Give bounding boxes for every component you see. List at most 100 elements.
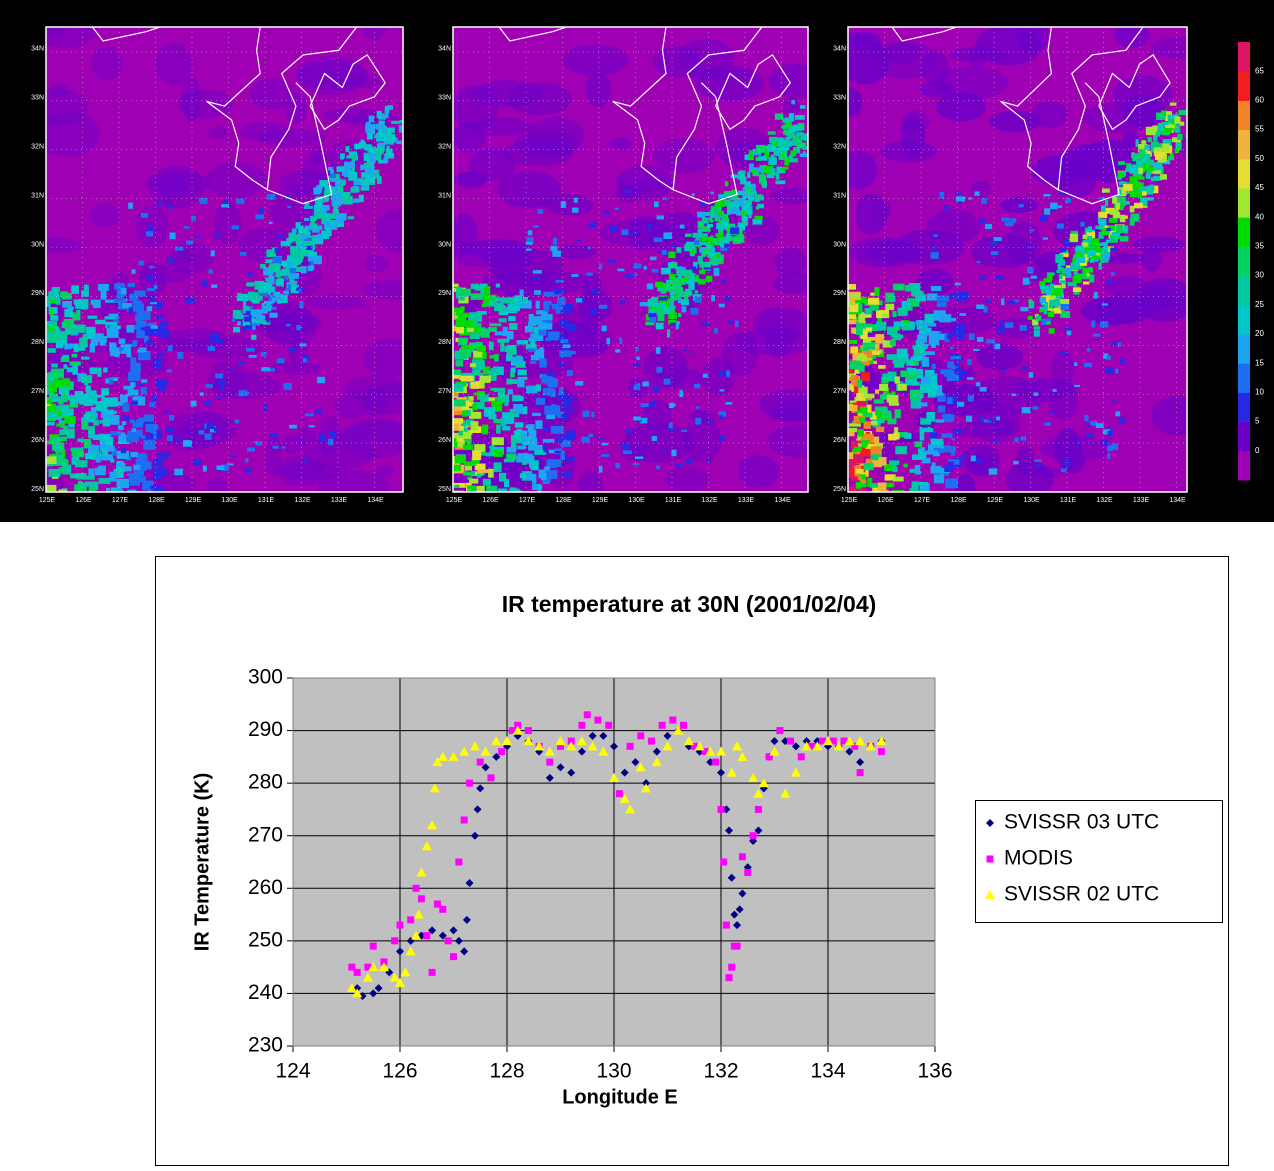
- map-cloud: [576, 239, 581, 241]
- map-cloud: [1109, 218, 1118, 223]
- map-cloud: [469, 396, 474, 401]
- map-cloud: [493, 419, 501, 423]
- map-cloud: [848, 428, 857, 432]
- map-cloud: [245, 458, 248, 462]
- map-cloud: [122, 403, 129, 412]
- map-cloud: [138, 261, 144, 266]
- map-cloud: [955, 335, 964, 339]
- map-cloud: [214, 427, 217, 432]
- map-cloud: [47, 456, 57, 464]
- map-cloud: [502, 426, 510, 431]
- map-cloud: [99, 478, 111, 484]
- map-cloud: [1111, 443, 1118, 449]
- map-cloud: [247, 272, 253, 276]
- map-cloud: [251, 298, 258, 302]
- map-cloud: [244, 316, 252, 321]
- map-cloud: [536, 398, 545, 405]
- map-cloud: [506, 453, 516, 459]
- map-cloud: [672, 403, 675, 406]
- map-cloud: [755, 196, 760, 202]
- map-cloud: [1023, 278, 1030, 285]
- map-cloud: [1120, 215, 1126, 222]
- map-cloud: [114, 298, 126, 302]
- map-cloud: [977, 337, 983, 342]
- lon-label: 134E: [367, 497, 384, 504]
- map-cloud: [722, 280, 726, 284]
- map-cloud: [158, 202, 163, 205]
- map-cloud: [259, 208, 264, 214]
- map-cloud: [167, 203, 171, 209]
- map-patch: [874, 200, 891, 222]
- map-cloud: [654, 201, 659, 207]
- map-cloud: [493, 462, 501, 472]
- map-cloud: [496, 425, 501, 434]
- map-cloud: [849, 452, 854, 459]
- map-cloud: [50, 315, 58, 321]
- map-cloud: [463, 472, 475, 476]
- map-cloud: [539, 358, 546, 367]
- y-axis-label: IR Temperature (K): [191, 773, 213, 952]
- map-cloud: [979, 416, 983, 422]
- point: [418, 895, 425, 902]
- map-cloud: [159, 321, 168, 326]
- map-cloud: [89, 445, 95, 451]
- map-cloud: [205, 384, 212, 388]
- map-cloud: [1134, 191, 1142, 197]
- map-cloud: [315, 409, 323, 414]
- map-cloud: [879, 384, 888, 391]
- map-cloud: [678, 267, 685, 270]
- map-cloud: [477, 474, 481, 478]
- map-cloud: [754, 216, 762, 220]
- map-cloud: [517, 453, 528, 461]
- y-tick-label: 280: [248, 771, 283, 794]
- map-cloud: [530, 361, 536, 364]
- map-cloud: [909, 322, 914, 329]
- map-cloud: [682, 306, 687, 312]
- map-cloud: [458, 431, 463, 436]
- map-cloud: [1118, 417, 1124, 424]
- map-cloud: [667, 329, 670, 337]
- map-patch: [298, 62, 369, 90]
- map-cloud: [864, 421, 871, 429]
- map-cloud: [243, 301, 246, 307]
- map-cloud: [378, 143, 386, 147]
- map-cloud: [1070, 263, 1079, 271]
- map-cloud: [246, 282, 254, 286]
- map-field: [428, 27, 834, 503]
- map-cloud: [538, 330, 546, 336]
- map-cloud: [590, 308, 596, 314]
- map-cloud: [1031, 276, 1037, 279]
- map-cloud: [658, 312, 665, 321]
- map-patch: [280, 436, 306, 454]
- lat-label: 25N: [833, 486, 846, 493]
- map-cloud: [952, 366, 956, 370]
- colorbar-segment: [1238, 305, 1250, 335]
- map-cloud: [654, 238, 663, 243]
- map-cloud: [554, 379, 558, 388]
- point: [680, 722, 687, 729]
- map-cloud: [563, 305, 573, 309]
- map-cloud: [708, 237, 713, 246]
- map-cloud: [951, 438, 955, 440]
- map-cloud: [1011, 394, 1016, 396]
- lon-label: 127E: [112, 497, 129, 504]
- point: [776, 727, 783, 734]
- map-cloud: [588, 247, 591, 249]
- map-cloud: [231, 455, 236, 458]
- map-cloud: [1160, 174, 1167, 180]
- map-cloud: [950, 346, 953, 349]
- map-cloud: [898, 384, 907, 391]
- map-cloud: [1034, 392, 1038, 396]
- map-cloud: [174, 469, 183, 476]
- map-cloud: [504, 416, 514, 423]
- map-cloud: [892, 311, 896, 317]
- map-cloud: [238, 361, 245, 364]
- map-cloud: [789, 154, 793, 159]
- map-cloud: [990, 241, 997, 246]
- map-cloud: [635, 456, 643, 459]
- map-cloud: [551, 426, 564, 434]
- map-cloud: [375, 124, 383, 130]
- map-patch: [507, 82, 571, 115]
- map-cloud: [602, 326, 607, 332]
- map-cloud: [1028, 299, 1032, 303]
